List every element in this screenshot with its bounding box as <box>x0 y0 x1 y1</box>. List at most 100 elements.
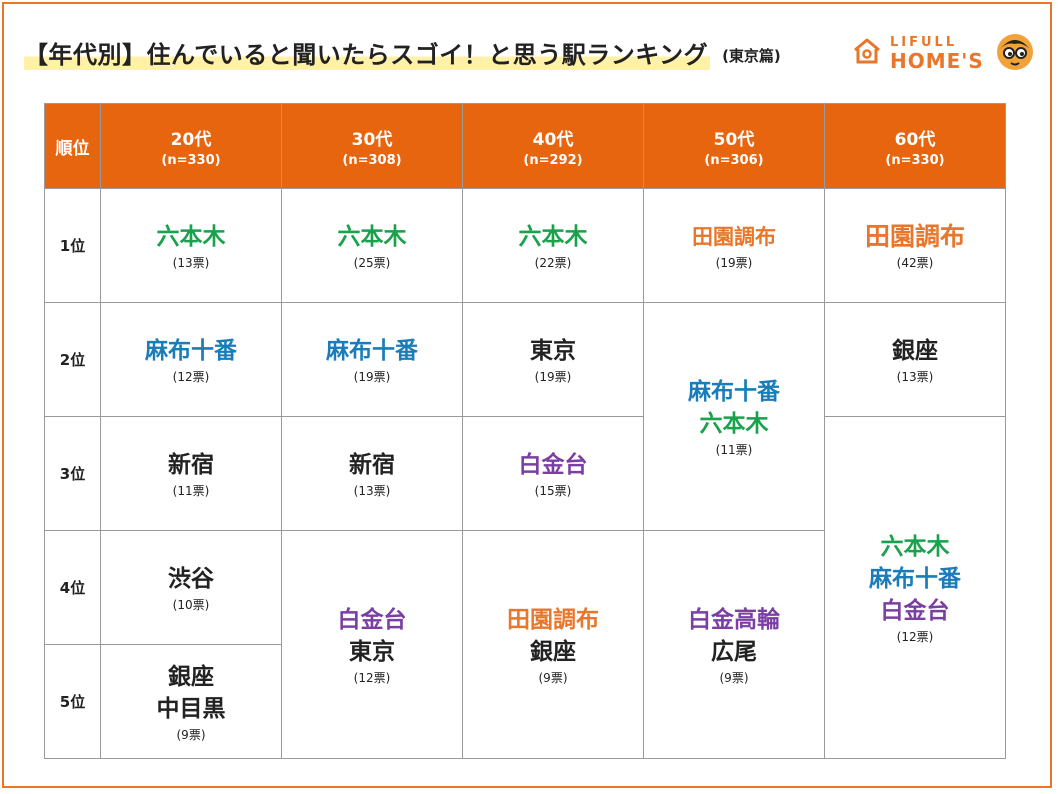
table-header-row: 順位 20代 (n=330) 30代 (n=308) 40代 (n=292) 50代 (… <box>44 103 1006 189</box>
rank-label: 4位 <box>44 530 101 645</box>
cell-20s-rank2: 麻布十番 (12票) <box>100 302 282 417</box>
cell-20s-rank5: 銀座 中目黒 (9票) <box>100 644 282 759</box>
ranking-table: 順位 20代 (n=330) 30代 (n=308) 40代 (n=292) 50代 (… <box>44 103 1006 759</box>
cell-20s-rank3: 新宿 (11票) <box>100 416 282 531</box>
cell-30s-rank1: 六本木 (25票) <box>281 188 463 303</box>
vote-count: (13票) <box>172 255 210 270</box>
vote-count: (11票) <box>715 442 753 457</box>
cell-20s-rank1: 六本木 (13票) <box>100 188 282 303</box>
column-age: 60代 <box>894 129 936 150</box>
table-row-rank-1: 1位 六本木 (13票) 六本木 (25票) 六本木 (22票) 田園調布 (1… <box>44 188 1006 303</box>
station-name: 広尾 <box>711 638 757 665</box>
station-name: 麻布十番 <box>326 337 418 364</box>
cell-20s-rank4: 渋谷 (10票) <box>100 530 282 645</box>
station-name: 六本木 <box>156 223 226 250</box>
rank-label: 3位 <box>44 416 101 531</box>
cell-30s-rank2: 麻布十番 (19票) <box>281 302 463 417</box>
cell-50s-rank1: 田園調布 (19票) <box>643 188 825 303</box>
column-sample-size: (n=330) <box>161 152 221 168</box>
title-subtitle: (東京篇) <box>722 46 781 65</box>
column-header-30s: 30代 (n=308) <box>281 103 463 189</box>
column-sample-size: (n=330) <box>885 152 945 168</box>
column-age: 40代 <box>532 129 574 150</box>
station-name: 田園調布 <box>864 221 965 251</box>
station-name: 麻布十番 <box>869 565 961 592</box>
station-name: 銀座 <box>892 337 938 364</box>
vote-count: (9票) <box>538 670 568 685</box>
vote-count: (12票) <box>353 670 391 685</box>
vote-count: (11票) <box>172 483 210 498</box>
title-main: 【年代別】住んでいると聞いたらスゴイ！と思う駅ランキング <box>24 34 711 70</box>
column-age: 20代 <box>170 129 212 150</box>
station-name: 新宿 <box>349 451 395 478</box>
cell-40s-rank2: 東京 (19票) <box>462 302 644 417</box>
column-age: 50代 <box>713 129 755 150</box>
station-name: 白金台 <box>880 597 950 624</box>
vote-count: (12票) <box>172 369 210 384</box>
station-name: 銀座 <box>530 638 576 665</box>
station-name: 白金台 <box>518 451 588 478</box>
cell-40s-rank3: 白金台 (15票) <box>462 416 644 531</box>
rank-label: 1位 <box>44 188 101 303</box>
column-sample-size: (n=308) <box>342 152 402 168</box>
vote-count: (13票) <box>353 483 391 498</box>
cell-40s-rank1: 六本木 (22票) <box>462 188 644 303</box>
column-sample-size: (n=292) <box>523 152 583 168</box>
station-name: 六本木 <box>880 533 950 560</box>
brand-logo: LIFULL HOME'S <box>852 32 1037 76</box>
table-row-rank-5: 5位 銀座 中目黒 (9票) <box>44 644 1006 759</box>
station-name: 田園調布 <box>692 224 776 249</box>
vote-count: (12票) <box>896 629 934 644</box>
column-sample-size: (n=306) <box>704 152 764 168</box>
rank-column-header: 順位 <box>44 103 101 189</box>
vote-count: (25票) <box>353 255 391 270</box>
station-name: 渋谷 <box>168 565 214 592</box>
station-name: 新宿 <box>168 451 214 478</box>
column-age: 30代 <box>351 129 393 150</box>
cell-60s-rank3-5: 六本木 麻布十番 白金台 (12票) <box>824 416 1006 759</box>
cell-30s-rank3: 新宿 (13票) <box>281 416 463 531</box>
cell-60s-rank2: 銀座 (13票) <box>824 302 1006 417</box>
vote-count: (10票) <box>172 597 210 612</box>
station-name: 麻布十番 <box>145 337 237 364</box>
station-name: 六本木 <box>518 223 588 250</box>
station-name: 白金台 <box>337 606 407 633</box>
station-name: 中目黒 <box>156 695 226 722</box>
station-name: 六本木 <box>337 223 407 250</box>
cell-60s-rank1: 田園調布 (42票) <box>824 188 1006 303</box>
vote-count: (13票) <box>896 369 934 384</box>
table-row-rank-4: 4位 渋谷 (10票) 白金台 東京 (12票) 田園調布 銀座 (9票) 白金… <box>44 530 1006 759</box>
station-name: 麻布十番 <box>688 378 780 405</box>
column-header-40s: 40代 (n=292) <box>462 103 644 189</box>
vote-count: (19票) <box>715 255 753 270</box>
column-header-50s: 50代 (n=306) <box>643 103 825 189</box>
station-name: 東京 <box>530 337 576 364</box>
vote-count: (9票) <box>719 670 749 685</box>
logo-text-homes: HOME'S <box>890 49 984 73</box>
vote-count: (42票) <box>896 255 934 270</box>
vote-count: (22票) <box>534 255 572 270</box>
logo-text-lifull: LIFULL <box>890 35 958 50</box>
column-header-20s: 20代 (n=330) <box>100 103 282 189</box>
station-name: 東京 <box>349 638 395 665</box>
rank-label: 5位 <box>44 644 101 759</box>
vote-count: (15票) <box>534 483 572 498</box>
table-row-rank-2: 2位 麻布十番 (12票) 麻布十番 (19票) 東京 (19票) 麻布十番 六… <box>44 302 1006 531</box>
page-title: 【年代別】住んでいると聞いたらスゴイ！と思う駅ランキング (東京篇) <box>24 30 781 74</box>
column-header-60s: 60代 (n=330) <box>824 103 1006 189</box>
station-name: 白金高輪 <box>688 606 780 633</box>
cell-50s-rank2-3: 麻布十番 六本木 (11票) <box>643 302 825 531</box>
station-name: 六本木 <box>699 410 769 437</box>
station-name: 銀座 <box>168 663 214 690</box>
rank-label: 2位 <box>44 302 101 417</box>
vote-count: (19票) <box>353 369 391 384</box>
house-icon <box>854 38 880 64</box>
station-name: 田園調布 <box>507 606 599 633</box>
table-row-rank-3: 3位 新宿 (11票) 新宿 (13票) 白金台 (15票) 六本木 麻布十番 … <box>44 416 1006 759</box>
vote-count: (19票) <box>534 369 572 384</box>
mascot-icon <box>997 34 1033 70</box>
vote-count: (9票) <box>176 727 206 742</box>
cell-30s-rank4-5: 白金台 東京 (12票) <box>281 530 463 759</box>
cell-40s-rank4-5: 田園調布 銀座 (9票) <box>462 530 644 759</box>
